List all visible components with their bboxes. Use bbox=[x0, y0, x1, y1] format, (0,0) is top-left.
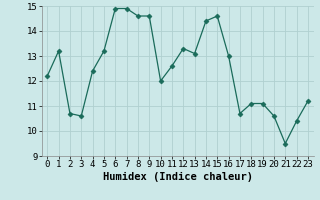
X-axis label: Humidex (Indice chaleur): Humidex (Indice chaleur) bbox=[103, 172, 252, 182]
